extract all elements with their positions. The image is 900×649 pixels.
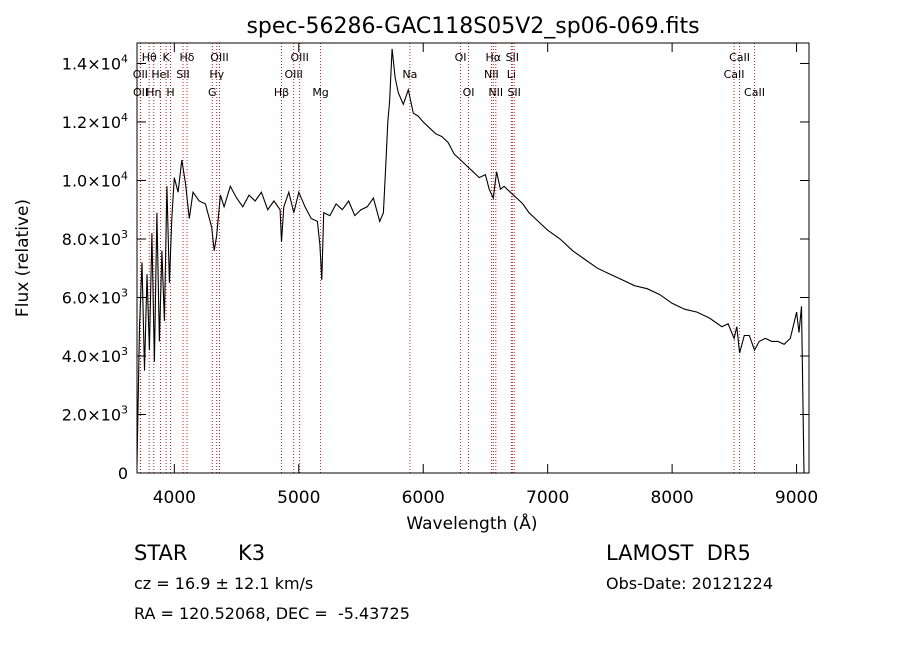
x-tick-label-0: 4000: [153, 488, 196, 508]
survey-name: LAMOST DR5: [606, 541, 751, 565]
x-tick-label-4: 8000: [650, 488, 693, 508]
object-class: STAR: [134, 541, 188, 565]
line-markers: [139, 43, 755, 473]
line-label-8: SII: [176, 68, 189, 81]
y-tick-mantissa-7: 1.4×10: [62, 54, 121, 73]
line-label-10: Hγ: [209, 68, 224, 81]
y-tick-label-3: 6.0×103: [62, 286, 128, 307]
line-label-4: HeI: [151, 68, 169, 81]
line-label-5: Hη: [146, 86, 161, 99]
x-tick-label-3: 7000: [526, 488, 569, 508]
line-label-9: OIII: [210, 51, 228, 64]
y-tick-mantissa-6: 1.2×10: [62, 113, 121, 132]
line-label-7: Hδ: [180, 51, 195, 64]
y-tick-mantissa-2: 4.0×10: [62, 347, 121, 366]
x-axis: 4000 5000 6000 7000 8000 9000: [153, 43, 818, 508]
line-label-3: K: [163, 51, 171, 64]
y-tick-mantissa-5: 1.0×10: [62, 171, 121, 190]
line-label-23: Li: [507, 68, 516, 81]
x-tick-label-1: 5000: [277, 488, 320, 508]
line-label-1: OII: [133, 68, 148, 81]
y-tick-exponent-4: 3: [121, 228, 128, 241]
y-tick-mantissa-1: 2.0×10: [62, 405, 121, 424]
y-tick-exponent-2: 3: [121, 345, 128, 358]
y-tick-mantissa-3: 6.0×10: [62, 288, 121, 307]
y-tick-mantissa-0: 0: [118, 464, 128, 483]
line-label-22: SII: [506, 51, 519, 64]
object-subclass: K3: [238, 541, 266, 565]
coordinates: RA = 120.52068, DEC = -5.43725: [134, 604, 410, 623]
y-tick-mantissa-4: 8.0×10: [62, 230, 121, 249]
plot-frame: [136, 42, 810, 474]
redshift-velocity: cz = 16.9 ± 12.1 km/s: [134, 574, 314, 593]
line-label-17: OI: [455, 51, 467, 64]
line-label-21: NII: [488, 86, 503, 99]
y-axis-label: Flux (relative): [13, 199, 33, 317]
line-label-20: NII: [484, 68, 499, 81]
line-label-12: Hβ: [274, 86, 289, 99]
line-label-11: G: [208, 86, 217, 99]
line-label-18: OI: [463, 86, 475, 99]
y-tick-label-4: 8.0×103: [62, 228, 128, 249]
y-tick-exponent-3: 3: [121, 286, 128, 299]
spectrum-line: [136, 48, 805, 474]
y-tick-label-6: 1.2×104: [62, 111, 128, 132]
line-label-19: Hα: [486, 51, 502, 64]
line-label-24: SII: [507, 86, 520, 99]
y-tick-exponent-5: 4: [121, 169, 128, 182]
y-tick-exponent-6: 4: [121, 111, 128, 124]
y-axis: 02.0×1034.0×1036.0×1038.0×1031.0×1041.2×…: [62, 52, 809, 483]
y-tick-label-1: 2.0×103: [62, 403, 128, 424]
x-tick-label-2: 6000: [402, 488, 445, 508]
x-axis-label: Wavelength (Å): [406, 512, 537, 534]
y-tick-label-5: 1.0×104: [62, 169, 128, 190]
line-label-0: Hθ: [142, 51, 157, 64]
y-tick-label-7: 1.4×104: [62, 52, 128, 73]
chart-title: spec-56286-GAC118S05V2_sp06-069.fits: [246, 14, 699, 39]
y-tick-exponent-1: 3: [121, 403, 128, 416]
line-label-15: Mg: [312, 86, 328, 99]
y-tick-exponent-7: 4: [121, 52, 128, 65]
line-label-27: CaII: [744, 86, 765, 99]
y-tick-label-0: 0: [118, 464, 128, 483]
x-tick-label-5: 9000: [775, 488, 818, 508]
line-label-14: OIII: [284, 68, 302, 81]
line-label-16: Na: [402, 68, 417, 81]
line-label-25: CaII: [729, 51, 750, 64]
y-tick-label-2: 4.0×103: [62, 345, 128, 366]
line-label-6: H: [166, 86, 174, 99]
line-label-26: CaII: [724, 68, 745, 81]
line-label-13: OIII: [290, 51, 308, 64]
observation-date: Obs-Date: 20121224: [606, 574, 774, 593]
